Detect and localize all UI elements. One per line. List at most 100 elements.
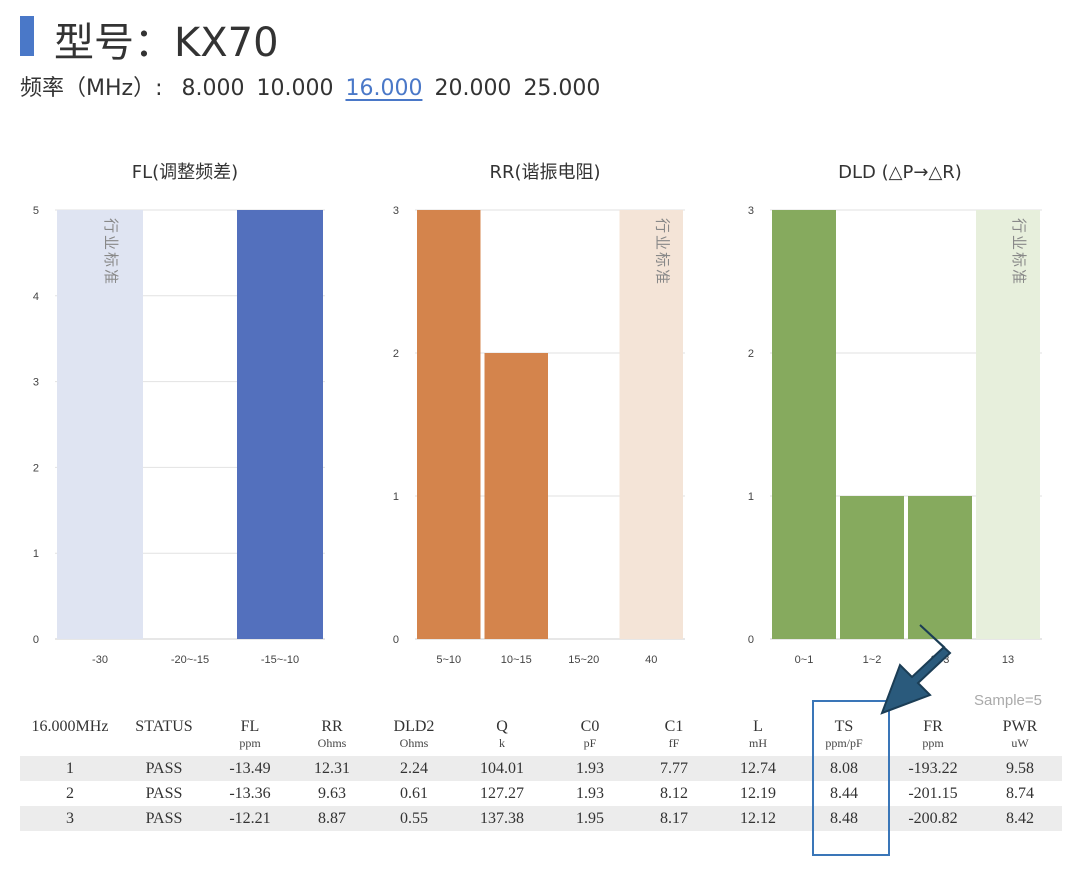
table-cell: 1.95 — [548, 806, 632, 831]
table-cell: 8.48 — [800, 806, 888, 831]
frequency-link-3[interactable]: 20.000 — [434, 76, 512, 101]
x-tick-label: 13 — [1002, 654, 1014, 666]
column-header: FL ppm — [208, 716, 292, 756]
column-unit: ppm — [239, 736, 261, 750]
table-cell: 104.01 — [456, 756, 548, 781]
column-unit: ppm — [922, 736, 944, 750]
table-cell: 9.63 — [292, 781, 372, 806]
y-tick-label: 3 — [33, 377, 39, 389]
x-tick-label: 5~10 — [436, 654, 461, 666]
chart-title: FL(调整频差) — [132, 162, 238, 183]
column-unit: uW — [1011, 736, 1029, 750]
column-name: Q — [496, 718, 508, 735]
column-header: 16.000MHz — [20, 716, 120, 756]
table-cell: 12.31 — [292, 756, 372, 781]
table-cell: 8.74 — [978, 781, 1062, 806]
industry-standard-label: 行业标准 — [102, 218, 120, 286]
x-tick-label: 15~20 — [568, 654, 599, 666]
bar-1 — [484, 353, 548, 639]
table-cell: 2 — [20, 781, 120, 806]
y-tick-label: 1 — [748, 491, 754, 503]
arrow-icon — [880, 624, 952, 715]
column-name: L — [753, 718, 763, 735]
frequency-link-2[interactable]: 16.000 — [345, 76, 423, 101]
bar-0 — [417, 210, 481, 639]
table-cell: 1 — [20, 756, 120, 781]
column-header: C1 fF — [632, 716, 716, 756]
table-cell: -13.36 — [208, 781, 292, 806]
table-cell: 8.17 — [632, 806, 716, 831]
table-cell: 2.24 — [372, 756, 456, 781]
frequency-link-4[interactable]: 25.000 — [523, 76, 601, 101]
x-tick-label: -30 — [92, 654, 108, 666]
table-cell: PASS — [120, 806, 208, 831]
table-cell: 8.44 — [800, 781, 888, 806]
bar-2 — [237, 210, 323, 639]
table-cell: -193.22 — [888, 756, 978, 781]
y-tick-label: 2 — [748, 348, 754, 360]
table-cell: -201.15 — [888, 781, 978, 806]
table-cell: 1.93 — [548, 756, 632, 781]
bar-2 — [908, 496, 972, 639]
table-cell: PASS — [120, 781, 208, 806]
y-tick-label: 2 — [33, 462, 39, 474]
column-header: PWR uW — [978, 716, 1062, 756]
title-accent-bar — [20, 16, 34, 56]
frequency-link-0[interactable]: 8.000 — [181, 76, 245, 101]
table-cell: 12.19 — [716, 781, 800, 806]
column-name: DLD2 — [393, 718, 435, 735]
table-body: 1 PASS -13.49 12.31 2.24 104.01 1.93 7.77 12.74 8… — [20, 756, 1062, 831]
y-tick-label: 5 — [33, 205, 39, 217]
table-cell: 12.74 — [716, 756, 800, 781]
table-cell: -13.49 — [208, 756, 292, 781]
industry-standard-label: 行业标准 — [1010, 218, 1028, 286]
column-header: FR ppm — [888, 716, 978, 756]
y-tick-label: 3 — [748, 205, 754, 217]
table-cell: 0.55 — [372, 806, 456, 831]
industry-standard-band — [57, 210, 143, 639]
table-cell: 8.08 — [800, 756, 888, 781]
y-tick-label: 3 — [393, 205, 399, 217]
table-row: 2 PASS -13.36 9.63 0.61 127.27 1.93 8.12 12.19 8.… — [20, 781, 1062, 806]
column-name: TS — [834, 718, 854, 735]
table-cell: 12.12 — [716, 806, 800, 831]
y-tick-label: 4 — [33, 291, 39, 303]
table-cell: 1.93 — [548, 781, 632, 806]
table-cell: 3 — [20, 806, 120, 831]
ts-column-highlight — [812, 700, 890, 856]
y-tick-label: 1 — [393, 491, 399, 503]
table-row: 1 PASS -13.49 12.31 2.24 104.01 1.93 7.77 12.74 8… — [20, 756, 1062, 781]
arrow-shape — [880, 624, 952, 715]
sample-count: Sample=5 — [974, 692, 1042, 709]
column-name: STATUS — [135, 718, 193, 735]
table-cell: 9.58 — [978, 756, 1062, 781]
industry-standard-band — [619, 210, 683, 639]
table-cell: 0.61 — [372, 781, 456, 806]
bar-0 — [772, 210, 836, 639]
column-name: RR — [321, 718, 343, 735]
x-tick-label: -15~-10 — [261, 654, 299, 666]
table-cell: -12.21 — [208, 806, 292, 831]
column-name: C0 — [580, 718, 600, 735]
column-unit: ppm/pF — [825, 736, 863, 750]
industry-standard-label: 行业标准 — [653, 218, 671, 286]
chart-1: RR(谐振电阻) 0 1 2 3 行业标准 5~10 10~15 15~20 40 — [393, 162, 685, 666]
table-cell: -200.82 — [888, 806, 978, 831]
column-header: DLD2 Ohms — [372, 716, 456, 756]
column-name: C1 — [664, 718, 684, 735]
frequency-label: 频率（MHz）: — [20, 76, 163, 101]
frequency-link-1[interactable]: 10.000 — [256, 76, 334, 101]
x-tick-label: 0~1 — [795, 654, 814, 666]
column-name: PWR — [1002, 718, 1038, 735]
column-unit: k — [499, 736, 505, 750]
column-header: TS ppm/pF — [800, 716, 888, 756]
y-tick-label: 0 — [393, 634, 399, 646]
chart-title: DLD (△P→△R) — [838, 162, 962, 183]
x-tick-label: 40 — [645, 654, 657, 666]
frequency-links: 8.000 10.000 16.000 20.000 25.000 — [182, 76, 613, 101]
